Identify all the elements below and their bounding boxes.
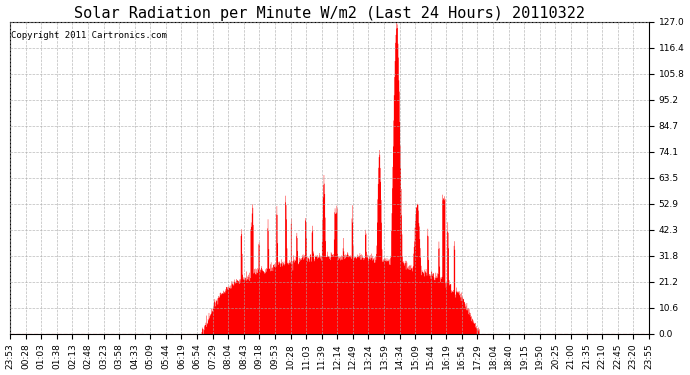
Title: Solar Radiation per Minute W/m2 (Last 24 Hours) 20110322: Solar Radiation per Minute W/m2 (Last 24… xyxy=(74,6,585,21)
Text: Copyright 2011 Cartronics.com: Copyright 2011 Cartronics.com xyxy=(11,31,167,40)
